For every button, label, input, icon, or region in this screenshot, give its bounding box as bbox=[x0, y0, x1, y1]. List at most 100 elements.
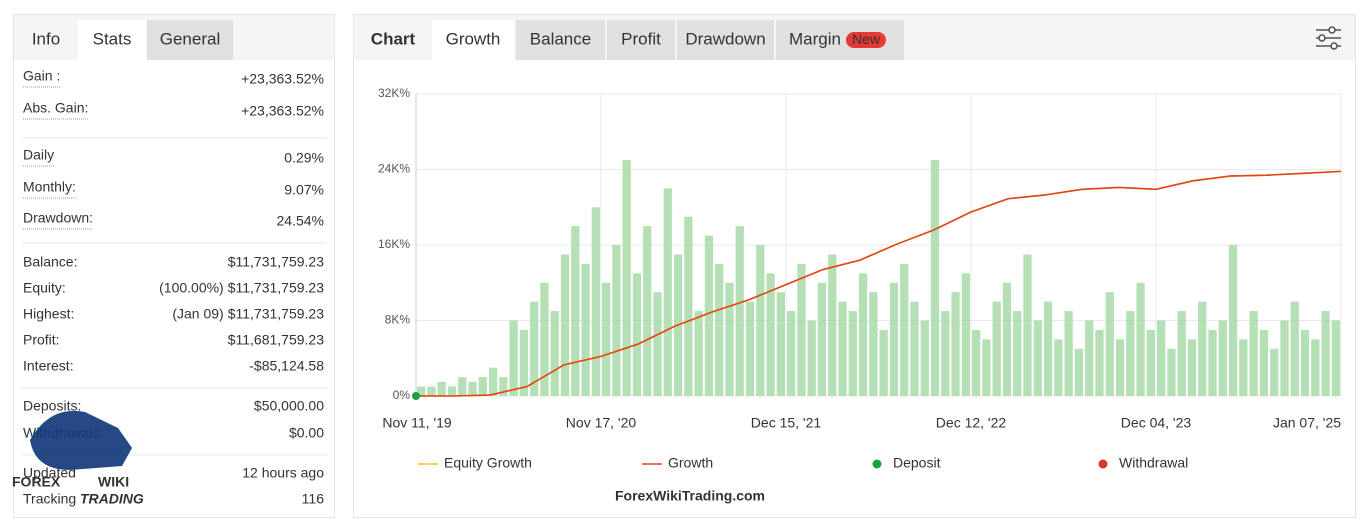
tab-bg[interactable] bbox=[516, 20, 605, 60]
row-value: $50,000.00 bbox=[254, 398, 324, 414]
bar bbox=[1033, 320, 1042, 396]
row-value: $11,731,759.23 bbox=[228, 306, 324, 322]
tab-label[interactable]: Stats bbox=[93, 29, 132, 48]
tab-label[interactable]: Profit bbox=[621, 29, 661, 48]
bar bbox=[1095, 329, 1104, 396]
tab-bg[interactable] bbox=[677, 20, 774, 60]
bar bbox=[560, 254, 570, 396]
bar bbox=[735, 226, 744, 396]
tab-bg[interactable] bbox=[147, 20, 233, 60]
bar bbox=[1300, 329, 1310, 396]
bar bbox=[632, 273, 642, 396]
bar bbox=[961, 273, 970, 396]
bar bbox=[858, 273, 868, 396]
bar bbox=[684, 216, 693, 396]
bar bbox=[941, 311, 950, 396]
bar bbox=[540, 282, 549, 396]
tab-bg[interactable] bbox=[356, 20, 430, 60]
row-value: $0.00 bbox=[289, 425, 324, 441]
chart-panel bbox=[353, 14, 1356, 518]
bar bbox=[992, 301, 1001, 396]
bar bbox=[1198, 301, 1207, 396]
tab-label[interactable]: Growth bbox=[446, 29, 501, 48]
tab-label[interactable]: Info bbox=[32, 29, 60, 48]
legend-label: Withdrawal bbox=[1119, 455, 1188, 471]
tab-label[interactable]: Margin bbox=[789, 29, 841, 48]
bar bbox=[1177, 311, 1186, 396]
bar bbox=[612, 245, 621, 396]
bar bbox=[766, 273, 775, 396]
bar bbox=[838, 301, 847, 396]
bar bbox=[807, 320, 816, 396]
tab-label[interactable]: General bbox=[160, 29, 220, 48]
tab-bg[interactable] bbox=[432, 20, 514, 60]
bar bbox=[828, 254, 837, 396]
bar bbox=[817, 282, 827, 396]
bar bbox=[663, 188, 672, 396]
bar bbox=[1280, 320, 1289, 396]
bar bbox=[910, 301, 919, 396]
bar bbox=[1321, 311, 1330, 396]
tab-bg[interactable] bbox=[78, 20, 146, 60]
bar bbox=[1167, 348, 1176, 396]
bar bbox=[1228, 245, 1238, 396]
row-label: Balance: bbox=[23, 254, 77, 270]
bar bbox=[920, 320, 929, 396]
legend-label: Equity Growth bbox=[444, 455, 532, 471]
row-value: 9.07% bbox=[284, 182, 324, 198]
bar bbox=[1239, 339, 1248, 396]
bar bbox=[1013, 311, 1022, 396]
bar bbox=[478, 377, 487, 396]
tab-label[interactable]: Chart bbox=[371, 29, 416, 48]
tab-bg[interactable] bbox=[607, 20, 675, 60]
bar bbox=[427, 386, 436, 396]
badge: New bbox=[852, 31, 881, 47]
bar bbox=[550, 311, 559, 396]
bar bbox=[930, 160, 940, 396]
row-note: (100.00%) bbox=[159, 280, 224, 296]
row-value: 24.54% bbox=[277, 213, 324, 229]
bar bbox=[1043, 301, 1053, 396]
x-tick-label: Nov 17, '20 bbox=[566, 415, 637, 431]
row-value: 12 hours ago bbox=[242, 465, 324, 481]
bar bbox=[1136, 282, 1145, 396]
tab-label[interactable]: Drawdown bbox=[685, 29, 765, 48]
settings-icon[interactable] bbox=[1316, 26, 1341, 50]
bar bbox=[982, 339, 991, 396]
row-value: $11,731,759.23 bbox=[228, 280, 324, 296]
bar bbox=[488, 367, 498, 396]
bar bbox=[437, 381, 446, 396]
bar bbox=[530, 301, 539, 396]
bar bbox=[653, 292, 662, 396]
bar bbox=[447, 386, 457, 396]
bar bbox=[787, 311, 796, 396]
tab-bg[interactable] bbox=[15, 20, 77, 60]
bar bbox=[1054, 339, 1063, 396]
y-tick-label: 32K% bbox=[378, 86, 410, 100]
x-tick-label: Dec 04, '23 bbox=[1121, 415, 1192, 431]
bar bbox=[972, 329, 981, 396]
bar bbox=[1290, 301, 1299, 396]
bar bbox=[1208, 329, 1217, 396]
bar bbox=[1002, 282, 1012, 396]
row-value: 116 bbox=[302, 491, 325, 507]
bar bbox=[581, 263, 590, 396]
bar bbox=[694, 311, 703, 396]
bar bbox=[509, 320, 518, 396]
bar bbox=[1085, 320, 1094, 396]
logo-text: WIKI bbox=[98, 474, 129, 490]
row-value: -$85,124.58 bbox=[249, 358, 324, 374]
row-label: Daily bbox=[23, 147, 54, 163]
legend-swatch bbox=[1098, 459, 1108, 469]
bar bbox=[519, 329, 529, 396]
row-value: $11,731,759.23 bbox=[228, 254, 324, 270]
legend-label: Deposit bbox=[893, 455, 941, 471]
bar bbox=[1146, 329, 1155, 396]
tab-label[interactable]: Balance bbox=[530, 29, 591, 48]
x-tick-label: Nov 11, '19 bbox=[382, 415, 452, 431]
bar bbox=[1259, 329, 1269, 396]
y-tick-label: 8K% bbox=[385, 313, 411, 327]
bar bbox=[458, 377, 467, 396]
